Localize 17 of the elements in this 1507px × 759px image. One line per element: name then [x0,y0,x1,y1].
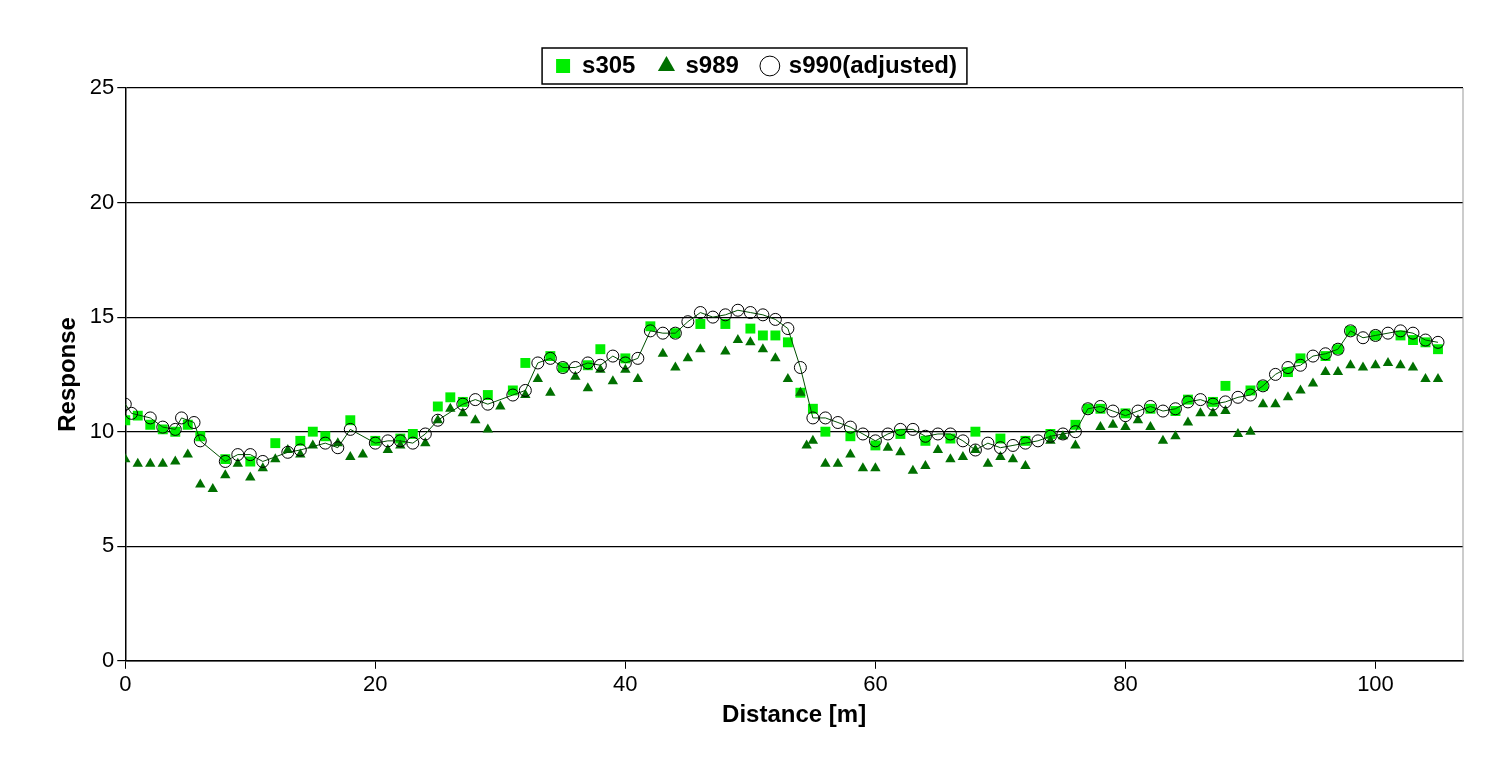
y-tick-label: 20 [89,188,115,214]
y-tick-label: 5 [102,532,115,558]
x-tick-label: 80 [1113,671,1138,697]
y-tick-label: 10 [89,417,115,443]
legend-label: s305 [582,50,636,78]
x-tick-label: 0 [119,671,132,697]
y-tick-label: 25 [89,74,115,100]
x-tick-label: 60 [863,671,888,697]
legend-label: s989 [685,50,739,78]
x-axis-title: Distance [m] [722,700,867,728]
x-tick-label: 100 [1357,671,1394,697]
legend-label: s990(adjusted) [788,50,957,78]
y-tick-label: 0 [102,646,115,672]
x-tick-label: 20 [363,671,388,697]
y-axis-title: Response [53,317,81,432]
y-tick-label: 15 [89,303,115,329]
x-tick-label: 40 [613,671,638,697]
